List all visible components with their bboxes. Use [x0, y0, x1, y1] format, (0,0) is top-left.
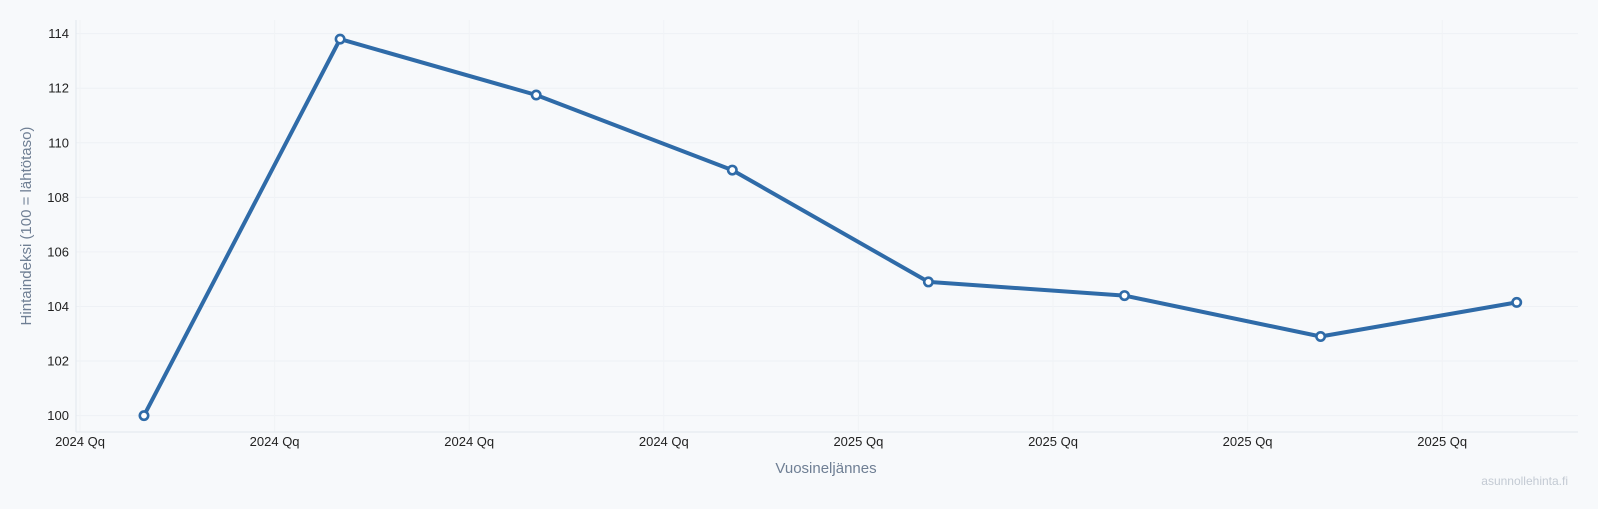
- y-tick-label: 110: [48, 135, 69, 150]
- y-tick-label: 102: [47, 354, 69, 369]
- x-tick-label: 2025 Qq: [833, 434, 883, 449]
- series-group: [138, 33, 1523, 422]
- data-point: [334, 33, 346, 45]
- x-tick-label: 2025 Qq: [1028, 434, 1078, 449]
- data-point: [138, 410, 150, 422]
- x-tick-label: 2025 Qq: [1417, 434, 1467, 449]
- y-tick-labels: 100 102 104 106 108 110 112 114: [47, 26, 69, 423]
- y-tick-label: 108: [47, 190, 69, 205]
- y-tick-label: 114: [48, 26, 69, 41]
- grid-lines: [76, 20, 1578, 432]
- y-tick-label: 106: [47, 244, 69, 259]
- x-tick-label: 2024 Qq: [444, 434, 494, 449]
- series-line: [142, 37, 1519, 418]
- data-point: [726, 164, 738, 176]
- y-tick-label: 112: [48, 81, 69, 96]
- x-axis-title: Vuosineljännes: [775, 460, 876, 477]
- data-point: [530, 89, 542, 101]
- x-tick-labels: 2024 Qq 2024 Qq 2024 Qq 2024 Qq 2025 Qq 2025 …: [55, 434, 1467, 449]
- data-point: [1511, 296, 1523, 308]
- data-point: [922, 276, 934, 288]
- x-tick-label: 2025 Qq: [1223, 434, 1273, 449]
- x-tick-label: 2024 Qq: [639, 434, 689, 449]
- watermark: asunnollehinta.fi: [1481, 474, 1568, 488]
- y-tick-label: 104: [47, 299, 69, 314]
- data-point: [1119, 290, 1131, 302]
- x-tick-label: 2024 Qq: [55, 434, 105, 449]
- data-point: [1315, 331, 1327, 343]
- y-axis-title: Hintaindeksi (100 = lähtötaso): [18, 127, 35, 326]
- y-tick-label: 100: [47, 408, 69, 423]
- x-tick-label: 2024 Qq: [250, 434, 300, 449]
